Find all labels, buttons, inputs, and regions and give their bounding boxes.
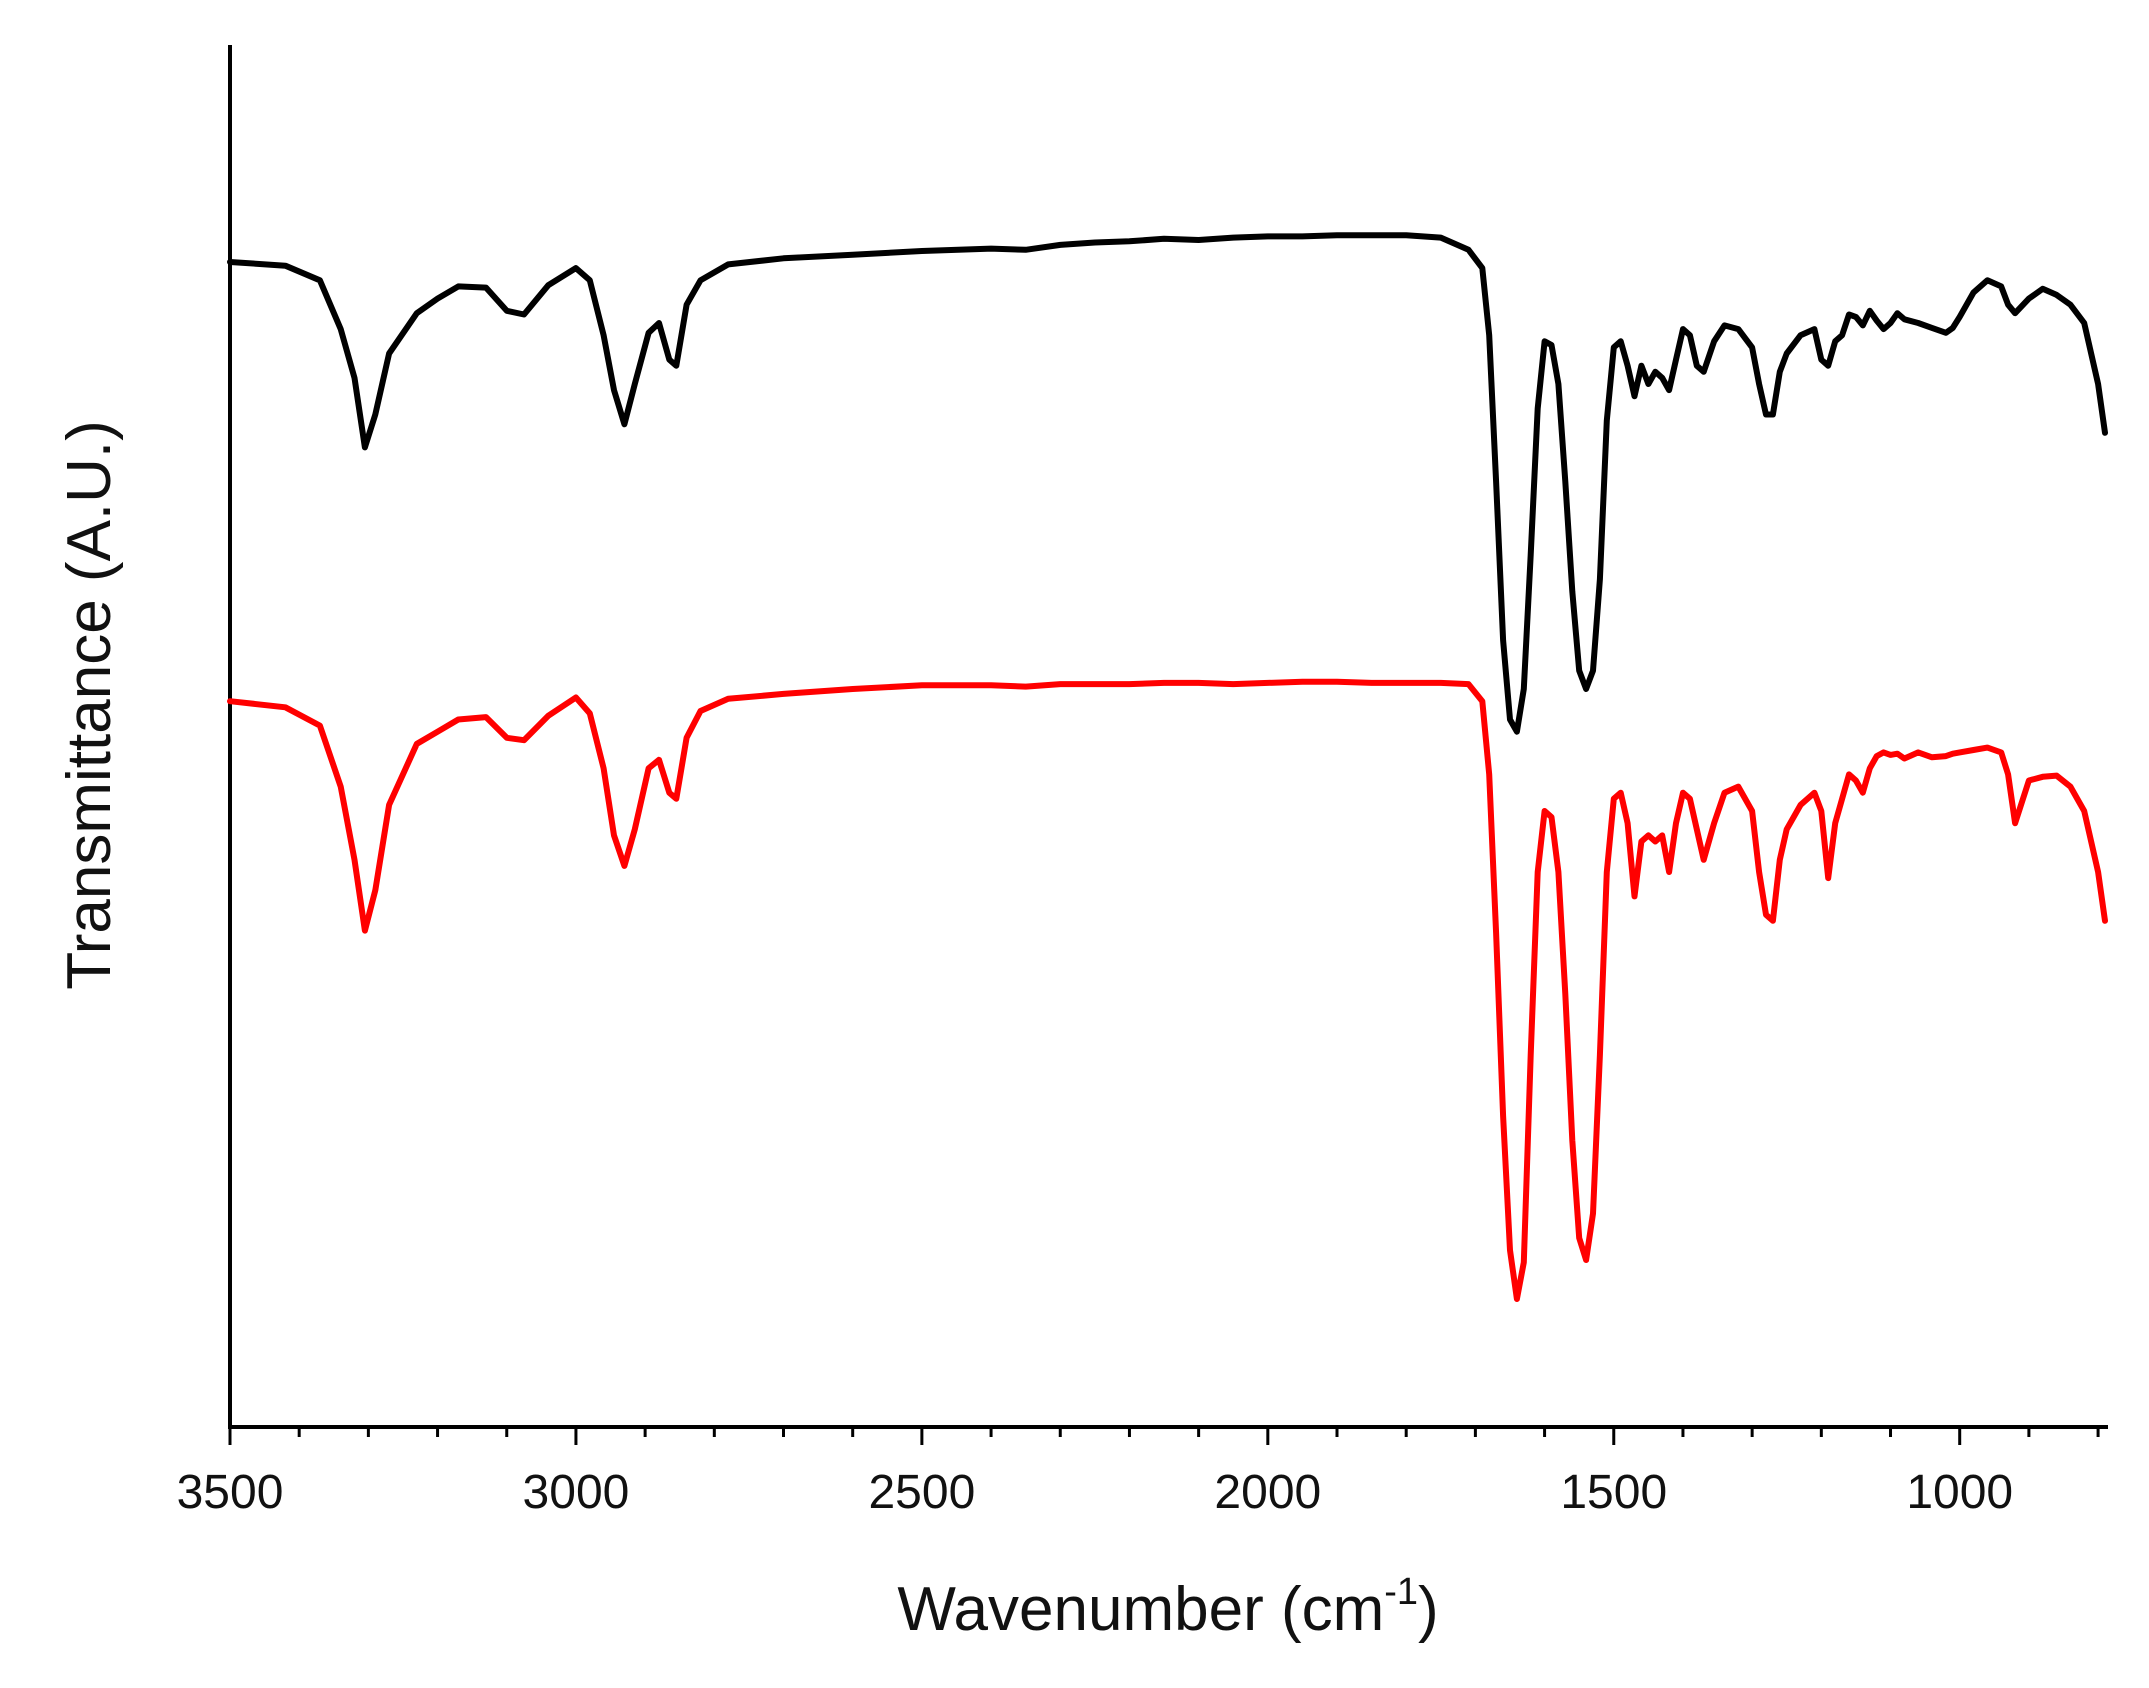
x-tick-label: 2000	[1214, 1466, 1321, 1519]
x-tick-label: 3500	[177, 1466, 284, 1519]
series-lines	[227, 232, 2108, 1302]
plot-area: 3500 3000 2500 2000 1500 1000	[177, 45, 2108, 1519]
series-line-1	[227, 232, 2108, 735]
x-axis-title: Wavenumber (cm-1)	[897, 1571, 1438, 1644]
x-tick-label: 2500	[868, 1466, 975, 1519]
x-axis-ticks	[228, 1427, 2100, 1445]
series-line-2	[227, 678, 2108, 1302]
x-axis-tick-labels: 3500 3000 2500 2000 1500 1000	[177, 1466, 2013, 1519]
x-tick-label: 3000	[523, 1466, 630, 1519]
x-tick-label: 1000	[1906, 1466, 2013, 1519]
x-tick-label: 1500	[1560, 1466, 1667, 1519]
y-axis-title: Transmittance (A.U.)	[55, 420, 124, 990]
